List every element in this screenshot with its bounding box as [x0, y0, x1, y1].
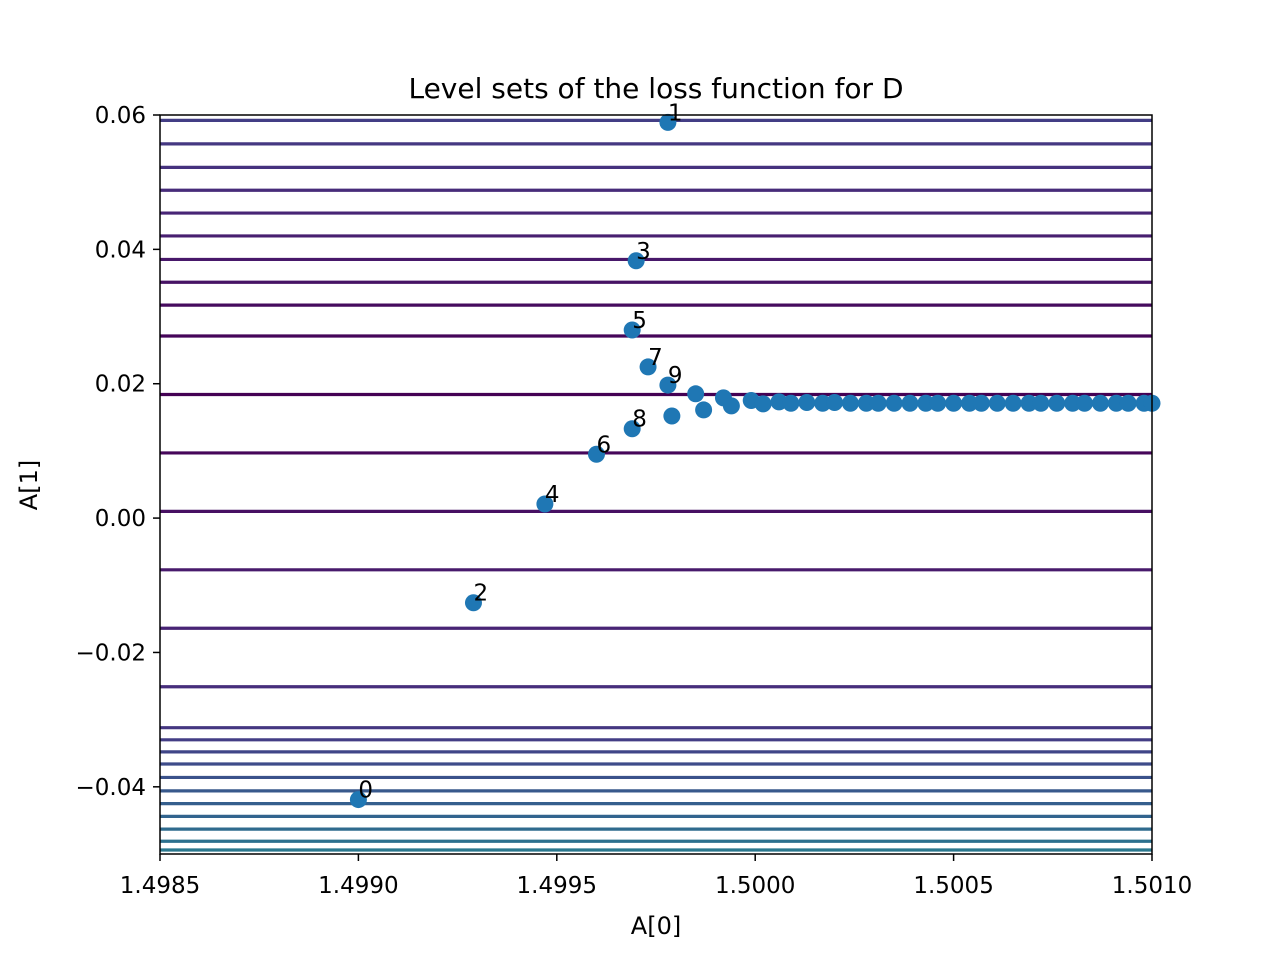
data-point-29	[945, 394, 963, 412]
data-point-14	[722, 397, 740, 415]
data-point-41	[1119, 394, 1137, 412]
x-tick-label: 1.5010	[1112, 873, 1192, 899]
data-point-28	[929, 394, 947, 412]
point-label-7: 7	[648, 345, 663, 371]
y-tick-label: 0.00	[95, 506, 146, 532]
x-tick-label: 1.4995	[517, 873, 597, 899]
data-point-10	[663, 407, 681, 425]
data-point-33	[1004, 394, 1022, 412]
data-point-1	[659, 113, 677, 131]
data-point-6	[587, 445, 605, 463]
point-label-6: 6	[596, 432, 611, 458]
data-point-27	[917, 394, 935, 412]
data-point-35	[1032, 394, 1050, 412]
data-point-16	[754, 395, 772, 413]
data-point-31	[972, 394, 990, 412]
y-axis-label: A[1]	[15, 460, 43, 510]
point-label-4: 4	[545, 482, 560, 508]
data-point-22	[841, 394, 859, 412]
y-tick-label: 0.06	[95, 103, 146, 129]
chart-title: Level sets of the loss function for D	[408, 72, 903, 105]
data-point-8	[623, 420, 641, 438]
data-point-34	[1020, 394, 1038, 412]
point-label-3: 3	[636, 239, 651, 265]
data-point-32	[988, 394, 1006, 412]
data-point-18	[782, 394, 800, 412]
data-point-3	[627, 252, 645, 270]
x-axis-label: A[0]	[631, 912, 681, 940]
x-tick-label: 1.5000	[715, 873, 795, 899]
data-point-24	[869, 394, 887, 412]
data-point-25	[885, 394, 903, 412]
point-label-0: 0	[358, 778, 373, 804]
data-point-9	[659, 376, 677, 394]
y-tick-label: −0.04	[76, 775, 146, 801]
point-label-9: 9	[668, 363, 683, 389]
data-point-21	[826, 394, 844, 412]
x-tick-label: 1.5005	[913, 873, 993, 899]
data-point-4	[536, 495, 554, 513]
data-point-30	[960, 394, 978, 412]
y-axis-ticks: −0.04 −0.02 0.00 0.02 0.04 0.06	[76, 103, 160, 801]
data-point-38	[1076, 394, 1094, 412]
point-label-5: 5	[632, 308, 647, 334]
data-point-7	[639, 358, 657, 376]
data-point-19	[798, 394, 816, 412]
x-tick-label: 1.4985	[120, 873, 200, 899]
data-point-26	[901, 394, 919, 412]
contour-lines	[160, 118, 1152, 852]
data-point-0	[349, 791, 367, 809]
point-label-8: 8	[632, 407, 647, 433]
y-tick-label: 0.04	[95, 237, 146, 263]
data-point-2	[464, 594, 482, 612]
scatter-points	[349, 113, 1161, 809]
data-point-23	[857, 394, 875, 412]
data-point-36	[1048, 394, 1066, 412]
x-axis-ticks: 1.4985 1.4990 1.4995 1.5000 1.5005 1.5010	[120, 854, 1192, 899]
point-label-1: 1	[668, 100, 683, 126]
x-tick-label: 1.4990	[318, 873, 398, 899]
point-labels: 0 1 2 3 4 5 6 7 89	[358, 100, 682, 803]
y-tick-label: −0.02	[76, 640, 146, 666]
data-point-40	[1107, 394, 1125, 412]
data-point-39	[1091, 394, 1109, 412]
data-point-11	[687, 385, 705, 403]
y-tick-label: 0.02	[95, 372, 146, 398]
data-point-5	[623, 321, 641, 339]
data-point-12	[695, 401, 713, 419]
data-point-37	[1064, 394, 1082, 412]
plot-frame	[159, 114, 1153, 855]
point-label-2: 2	[473, 581, 488, 607]
